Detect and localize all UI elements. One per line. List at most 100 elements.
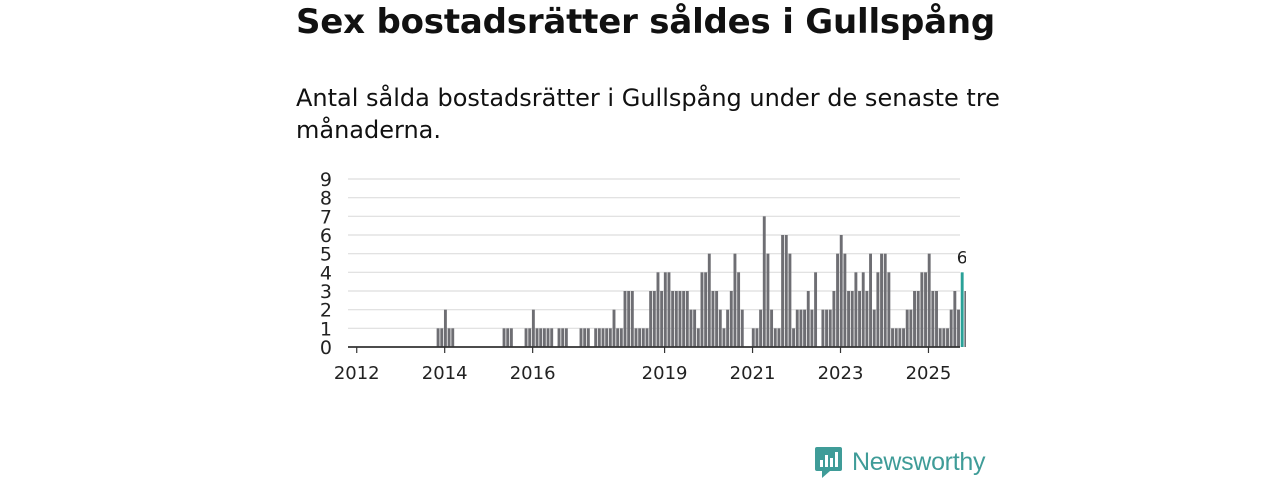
- bar: [737, 272, 741, 347]
- bar: [440, 328, 444, 347]
- bar: [795, 309, 799, 347]
- bar: [678, 291, 682, 347]
- bar: [935, 291, 938, 347]
- bar: [689, 309, 693, 347]
- bar: [880, 253, 883, 347]
- bar: [630, 291, 634, 347]
- x-tick-label: 2016: [510, 363, 556, 384]
- bar: [938, 328, 942, 347]
- bar: [542, 328, 546, 347]
- bar: [707, 253, 711, 347]
- x-tick-label: 2019: [642, 363, 688, 384]
- bar: [623, 291, 627, 347]
- newsworthy-logo-icon: [815, 447, 842, 478]
- brand-logo[interactable]: Newsworthy: [814, 444, 985, 480]
- bar: [700, 272, 704, 347]
- bar: [964, 291, 966, 347]
- bar: [726, 309, 730, 347]
- bar: [524, 328, 528, 347]
- bar: [887, 272, 891, 347]
- bar: [751, 328, 755, 347]
- bar: [946, 328, 949, 347]
- bar: [535, 328, 539, 347]
- bar: [762, 216, 766, 347]
- bar: [539, 328, 543, 347]
- bar: [810, 309, 814, 347]
- bar: [685, 291, 689, 347]
- bar: [674, 291, 678, 347]
- bar: [909, 309, 913, 347]
- bar: [821, 309, 825, 347]
- bar: [612, 309, 616, 347]
- bar: [828, 309, 832, 347]
- y-tick-label: 9: [320, 169, 332, 191]
- bar: [902, 328, 905, 347]
- bar: [561, 328, 565, 347]
- bar: [638, 328, 642, 347]
- bar: [891, 328, 894, 347]
- bar: [861, 272, 865, 347]
- chart-subtitle: Antal sålda bostadsrätter i Gullspång un…: [296, 84, 1000, 144]
- highlight-bar: [960, 272, 964, 347]
- bar: [777, 328, 781, 347]
- bar: [443, 309, 447, 347]
- bar: [564, 328, 568, 347]
- bar: [663, 272, 667, 347]
- bar: [601, 328, 605, 347]
- bar: [722, 328, 726, 347]
- y-tick-label: 5: [320, 244, 332, 266]
- bar: [836, 253, 840, 347]
- bar: [957, 309, 960, 347]
- bar: [781, 235, 785, 347]
- bar: [645, 328, 649, 347]
- bar: [770, 309, 774, 347]
- bar: [766, 253, 770, 347]
- bar: [608, 328, 612, 347]
- bar: [792, 328, 796, 347]
- bar: [671, 291, 675, 347]
- bar: [546, 328, 550, 347]
- bar: [905, 309, 909, 347]
- bar: [858, 291, 862, 347]
- bar: [872, 309, 876, 347]
- bar: [773, 328, 777, 347]
- bar: [594, 328, 598, 347]
- bar: [799, 309, 803, 347]
- bar: [531, 309, 535, 347]
- y-tick-label: 7: [320, 206, 332, 228]
- bar: [627, 291, 631, 347]
- bar: [652, 291, 656, 347]
- bar: [916, 291, 920, 347]
- bar: [847, 291, 851, 347]
- y-tick-label: 0: [320, 337, 332, 359]
- x-tick-label: 2025: [906, 363, 952, 384]
- bar: [949, 309, 953, 347]
- y-tick-label: 2: [320, 300, 332, 322]
- bar: [619, 328, 623, 347]
- bar: [759, 309, 763, 347]
- bar: [803, 309, 807, 347]
- bar: [740, 309, 744, 347]
- bar: [883, 253, 887, 347]
- bar: [693, 309, 697, 347]
- y-tick-label: 1: [320, 318, 332, 340]
- bar: [920, 272, 924, 347]
- x-tick-label: 2014: [422, 363, 468, 384]
- bar: [711, 291, 715, 347]
- bar: [784, 235, 788, 347]
- bar: [649, 291, 653, 347]
- bar: [942, 328, 946, 347]
- bar: [931, 291, 935, 347]
- x-tick-label: 2021: [730, 363, 776, 384]
- bar: [755, 328, 759, 347]
- bar: [586, 328, 590, 347]
- bar: [898, 328, 902, 347]
- x-tick-label: 2023: [818, 363, 864, 384]
- bar: [869, 253, 872, 347]
- bar: [729, 291, 733, 347]
- bar: [927, 253, 931, 347]
- bar: [953, 291, 957, 347]
- bar: [696, 328, 700, 347]
- bar: [597, 328, 601, 347]
